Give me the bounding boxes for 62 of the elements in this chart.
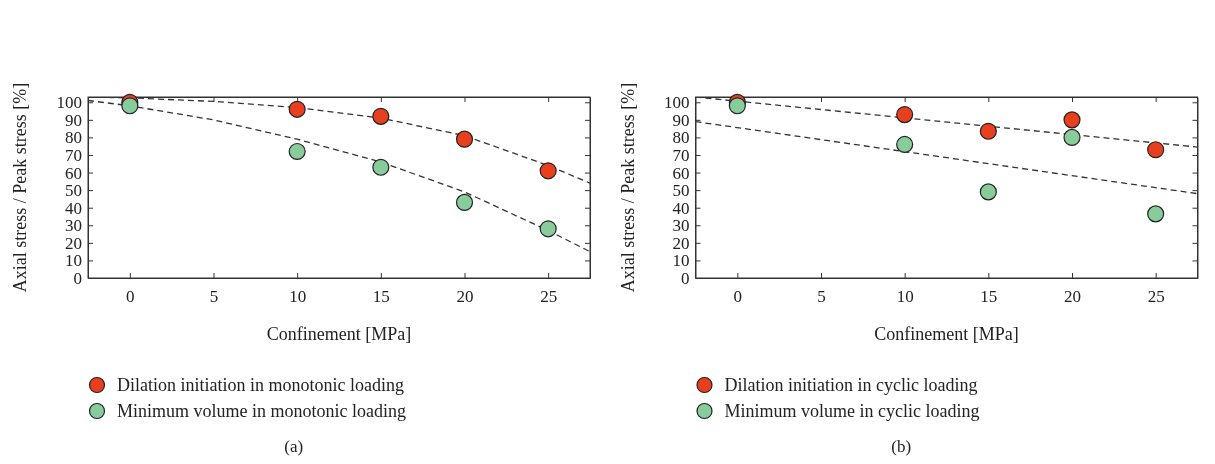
point (121, 97, 139, 115)
y-tick-label: 80 (672, 128, 690, 148)
y-tick-label: 90 (65, 110, 82, 130)
y-tick-label: 90 (672, 110, 690, 130)
x-tick-label: 0 (126, 287, 135, 307)
y-tick-label: 10 (672, 251, 690, 271)
point (1063, 128, 1081, 146)
point (728, 97, 746, 115)
point (979, 183, 997, 201)
y-axis-title: Axial stress / Peak stress [%] (10, 82, 30, 293)
y-tick-label: 70 (672, 145, 690, 165)
x-tick-label: 20 (456, 287, 474, 307)
y-tick-label: 20 (672, 233, 690, 253)
point (455, 130, 474, 148)
point (896, 135, 914, 154)
point (1063, 111, 1081, 129)
y-tick-label: 40 (65, 198, 82, 218)
point (372, 107, 390, 125)
y-tick-label: 60 (672, 163, 690, 183)
y-tick-label: 0 (73, 268, 82, 288)
y-tick-label: 100 (56, 93, 82, 113)
point (979, 122, 997, 140)
legend-label: Minimum volume in cyclic loading (724, 401, 980, 421)
y-tick-label: 50 (672, 181, 690, 201)
x-tick-label: 15 (980, 287, 998, 307)
y-tick-label: 0 (681, 268, 690, 288)
y-tick-label: 80 (65, 128, 82, 148)
legend-label: Dilation initiation in monotonic loading (117, 375, 404, 395)
y-tick-label: 30 (672, 216, 690, 236)
x-tick-label: 10 (289, 287, 307, 307)
x-tick-label: 15 (372, 287, 390, 307)
legend-label: Dilation initiation in cyclic loading (724, 375, 978, 395)
point (896, 106, 914, 124)
x-axis-title: Confinement [MPa] (266, 324, 412, 344)
x-tick-label: 0 (733, 287, 743, 307)
point (288, 142, 306, 161)
text: (b) (891, 437, 912, 456)
point (1147, 141, 1165, 159)
x-tick-label: 20 (1064, 287, 1081, 307)
text: (a) (284, 437, 304, 456)
y-tick-label: 60 (65, 163, 82, 183)
y-tick-label: 30 (65, 216, 82, 236)
point (539, 220, 557, 238)
x-tick-label: 10 (896, 287, 914, 307)
y-tick-label: 50 (65, 181, 82, 201)
y-tick-label: 100 (664, 93, 690, 113)
x-axis-title: Confinement [MPa] (874, 324, 1019, 344)
point (1147, 205, 1165, 223)
x-tick-label: 25 (1147, 287, 1165, 307)
x-tick-label: 25 (540, 287, 558, 307)
point (455, 193, 474, 211)
point (539, 162, 557, 180)
y-axis-title: Axial stress / Peak stress [%] (617, 82, 638, 293)
y-tick-label: 20 (65, 233, 82, 253)
point (288, 100, 306, 118)
y-tick-label: 40 (672, 198, 690, 218)
x-tick-label: 5 (209, 287, 219, 307)
y-tick-label: 10 (65, 251, 82, 271)
point (372, 158, 390, 176)
legend-label: Minimum volume in monotonic loading (117, 401, 406, 421)
y-tick-label: 70 (65, 145, 82, 165)
x-tick-label: 5 (817, 287, 826, 307)
